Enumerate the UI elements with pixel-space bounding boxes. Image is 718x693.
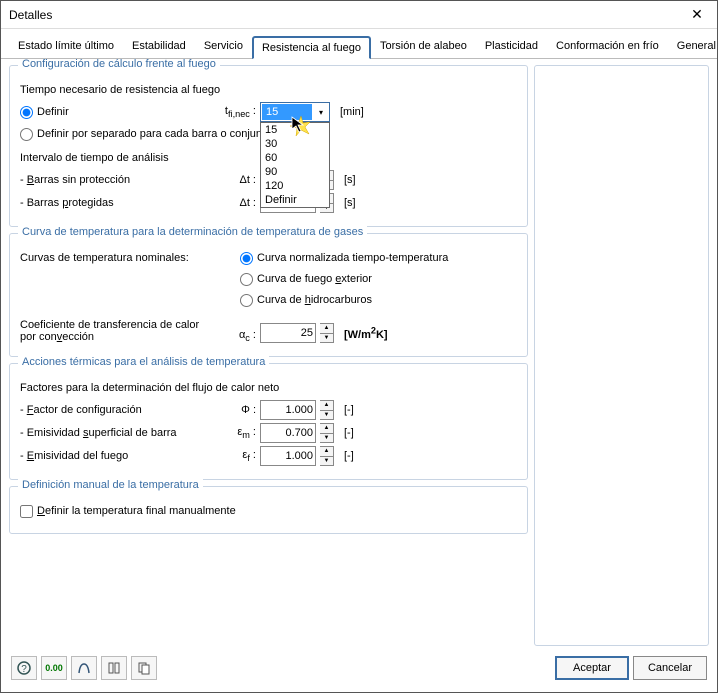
nominal-label: Curvas de temperatura nominales: [20,252,240,264]
manual-temp-input[interactable] [20,505,33,518]
tab-plasticidad[interactable]: Plasticidad [476,35,547,58]
tfnec-value: 15 [262,104,312,120]
factor-config-unit: [-] [344,404,354,416]
emis-barra-symbol: εm : [220,426,260,440]
emis-barra-label: - Emisividad superficial de barra [20,427,220,439]
window-title: Detalles [9,8,685,22]
tab-resistencia-fuego[interactable]: Resistencia al fuego [252,36,371,59]
group-title: Configuración de cálculo frente al fuego [18,59,220,70]
manual-temp-label: Definir la temperatura final manualmente [37,505,236,517]
definir-separado-radio-input[interactable] [20,128,33,141]
coef-input[interactable] [260,323,316,343]
tfnec-unit: [min] [340,106,364,118]
curve-hidro-radio[interactable]: Curva de hidrocarburos [240,294,372,307]
barras-sin-symbol: Δt : [220,174,260,186]
columns-icon[interactable] [101,656,127,680]
coef-unit: [W/m2K] [344,325,388,341]
emis-barra-unit: [-] [344,427,354,439]
emis-fuego-label: - Emisividad del fuego [20,450,220,462]
emis-barra-input[interactable] [260,423,316,443]
footer: ? 0.00 Aceptar Cancelar [1,652,717,692]
tfnec-option[interactable]: 30 [261,137,329,151]
accept-button[interactable]: Aceptar [555,656,629,680]
coef-label: Coeficiente de transferencia de calorpor… [20,319,220,343]
tab-servicio[interactable]: Servicio [195,35,252,58]
svg-text:?: ? [21,664,27,675]
emis-fuego-spinner[interactable]: ▲▼ [320,446,334,466]
group-title: Definición manual de la temperatura [18,479,203,491]
tab-estabilidad[interactable]: Estabilidad [123,35,195,58]
factor-config-spinner[interactable]: ▲▼ [320,400,334,420]
content-area: Configuración de cálculo frente al fuego… [1,59,717,652]
intervalo-label: Intervalo de tiempo de análisis [20,152,169,164]
factor-config-input[interactable] [260,400,316,420]
factor-config-label: - Factor de configuración [20,404,220,416]
tab-estado-limite[interactable]: Estado límite último [9,35,123,58]
curve-hidro-label: Curva de hidrocarburos [257,294,372,306]
barras-sin-unit: [s] [344,174,356,186]
dialog-window: Detalles ✕ Estado límite último Estabili… [0,0,718,693]
coef-spinner[interactable]: ▲▼ [320,323,334,343]
barras-prot-symbol: Δt : [220,197,260,209]
time-required-label: Tiempo necesario de resistencia al fuego [20,84,220,96]
tab-conformacion[interactable]: Conformación en frío [547,35,668,58]
tab-torsion[interactable]: Torsión de alabeo [371,35,476,58]
emis-barra-spinner[interactable]: ▲▼ [320,423,334,443]
decimals-icon[interactable]: 0.00 [41,656,67,680]
barras-sin-label: - Barras sin protección [20,174,220,186]
barras-prot-unit: [s] [344,197,356,209]
group-title: Curva de temperatura para la determinaci… [18,226,367,238]
copy-icon[interactable] [131,656,157,680]
definir-radio[interactable]: Definir [20,106,220,119]
curve-norm-radio[interactable]: Curva normalizada tiempo-temperatura [240,252,448,265]
units-icon[interactable] [71,656,97,680]
curve-norm-label: Curva normalizada tiempo-temperatura [257,252,448,264]
coef-symbol: αc : [220,329,260,343]
curve-ext-input[interactable] [240,273,253,286]
emis-fuego-input[interactable] [260,446,316,466]
tab-bar: Estado límite último Estabilidad Servici… [1,29,717,59]
tfnec-option[interactable]: 60 [261,151,329,165]
tfnec-option[interactable]: Definir [261,193,329,207]
left-column: Configuración de cálculo frente al fuego… [9,65,528,646]
curve-hidro-input[interactable] [240,294,253,307]
titlebar: Detalles ✕ [1,1,717,29]
factores-label: Factores para la determinación del flujo… [20,382,279,394]
curve-ext-label: Curva de fuego exterior [257,273,372,285]
preview-panel [534,65,709,646]
definir-radio-label: Definir [37,106,69,118]
chevron-down-icon[interactable]: ▾ [313,108,329,117]
tfnec-option[interactable]: 90 [261,165,329,179]
emis-fuego-symbol: εf : [220,449,260,463]
group-fire-config: Configuración de cálculo frente al fuego… [9,65,528,227]
group-thermal: Acciones térmicas para el análisis de te… [9,363,528,480]
curve-ext-radio[interactable]: Curva de fuego exterior [240,273,372,286]
tfnec-option[interactable]: 120 [261,179,329,193]
tfnec-dropdown[interactable]: 15 ▾ 15 30 60 90 120 Definir [260,102,330,122]
tab-general[interactable]: General [668,35,718,58]
cancel-button[interactable]: Cancelar [633,656,707,680]
tfnec-symbol: tfi,nec : [220,105,260,119]
factor-config-symbol: Φ : [220,404,260,416]
close-icon[interactable]: ✕ [685,6,709,23]
emis-fuego-unit: [-] [344,450,354,462]
help-icon[interactable]: ? [11,656,37,680]
tfnec-option[interactable]: 15 [261,123,329,137]
group-manual: Definición manual de la temperatura Defi… [9,486,528,534]
tfnec-dropdown-list[interactable]: 15 30 60 90 120 Definir [260,122,330,208]
curve-norm-input[interactable] [240,252,253,265]
barras-prot-label: - Barras protegidas [20,197,220,209]
manual-temp-checkbox[interactable]: Definir la temperatura final manualmente [20,505,236,518]
group-temp-curve: Curva de temperatura para la determinaci… [9,233,528,357]
group-title: Acciones térmicas para el análisis de te… [18,356,269,368]
definir-radio-input[interactable] [20,106,33,119]
